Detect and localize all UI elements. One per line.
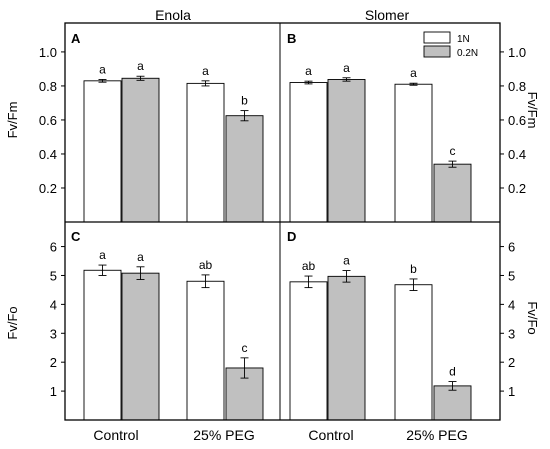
panel-a-significance-letter: a bbox=[137, 59, 144, 73]
panel-c-significance-letter: c bbox=[242, 341, 248, 355]
panel-d-significance-letter: a bbox=[343, 254, 350, 268]
y-axis-label-top-right: Fv/Fm bbox=[525, 92, 540, 129]
legend-swatch-1n bbox=[423, 31, 451, 44]
panel-a-ytick-label: 1.0 bbox=[39, 45, 57, 60]
panel-d-significance-letter: d bbox=[449, 365, 456, 379]
panel-d-ytick-label: 2 bbox=[508, 355, 515, 370]
panel-d-ytick-label: 4 bbox=[508, 297, 515, 312]
panel-b-ytick-label: 0.4 bbox=[508, 147, 526, 162]
panel-c-bar-1n bbox=[83, 269, 122, 421]
panel-d-significance-letter: ab bbox=[302, 259, 316, 273]
panel-b-significance-letter: a bbox=[305, 64, 312, 78]
panel-a-ytick-label: 0.4 bbox=[39, 147, 57, 162]
panel-b-significance-letter: a bbox=[410, 66, 417, 80]
x-label-peg-left: 25% PEG bbox=[193, 427, 254, 443]
x-label-control-right: Control bbox=[308, 427, 353, 443]
y-axis-label-bottom-right: Fv/Fo bbox=[525, 301, 540, 334]
panel-a-ytick-label: 0.8 bbox=[39, 79, 57, 94]
panel-d-ytick-label: 1 bbox=[508, 384, 515, 399]
panel-b-bar-1n bbox=[394, 83, 433, 223]
panel-b-ytick-label: 0.2 bbox=[508, 181, 526, 196]
panel-c-ytick-label: 2 bbox=[50, 355, 57, 370]
panel-c-ytick-label: 1 bbox=[50, 384, 57, 399]
panel-c-bar-1n bbox=[186, 280, 225, 421]
panel-a-significance-letter: b bbox=[241, 94, 248, 108]
legend-swatch-0-2n bbox=[423, 45, 451, 58]
x-label-peg-right: 25% PEG bbox=[406, 427, 467, 443]
panel-a-bar-0-2n bbox=[225, 115, 264, 223]
panel-d-significance-letter: b bbox=[410, 262, 417, 276]
panel-b-bar-0-2n bbox=[433, 163, 472, 223]
panel-d-bar-1n bbox=[394, 284, 433, 421]
panel-a-significance-letter: a bbox=[99, 62, 106, 76]
panel-d-ytick-label: 5 bbox=[508, 268, 515, 283]
x-label-control-left: Control bbox=[93, 427, 138, 443]
panel-c-significance-letter: ab bbox=[199, 258, 213, 272]
panel-c-bar-0-2n bbox=[121, 272, 160, 421]
panel-c-ytick-label: 6 bbox=[50, 240, 57, 255]
panel-c-significance-letter: a bbox=[99, 248, 106, 262]
panel-b-significance-letter: a bbox=[343, 61, 350, 75]
panel-label-d: D bbox=[287, 229, 296, 244]
panel-d-bar-0-2n bbox=[433, 385, 472, 421]
legend-label-1n: 1N bbox=[457, 34, 470, 45]
panel-a-significance-letter: a bbox=[202, 64, 209, 78]
panel-c-ytick-label: 5 bbox=[50, 268, 57, 283]
panel-b-bar-0-2n bbox=[327, 79, 366, 223]
panel-d-ytick-label: 3 bbox=[508, 326, 515, 341]
chart-marks: 0.20.40.60.81.0a a ab0.20.40.60.81.0a a ac12… bbox=[39, 45, 526, 421]
y-axis-label-top-left: Fv/Fm bbox=[5, 102, 20, 139]
panel-a-ytick-label: 0.6 bbox=[39, 113, 57, 128]
panel-b-ytick-label: 0.8 bbox=[508, 79, 526, 94]
panel-label-a: A bbox=[71, 31, 81, 46]
panel-c-bar-0-2n bbox=[225, 367, 264, 421]
panel-d-ytick-label: 6 bbox=[508, 240, 515, 255]
panel-a-bar-1n bbox=[83, 80, 122, 223]
panel-label-b: B bbox=[287, 31, 296, 46]
panel-a-bar-0-2n bbox=[121, 77, 160, 223]
legend-label-0-2n: 0.2N bbox=[457, 48, 478, 59]
panel-b-ytick-label: 1.0 bbox=[508, 45, 526, 60]
y-axis-label-bottom-left: Fv/Fo bbox=[5, 306, 20, 339]
panel-label-c: C bbox=[71, 229, 81, 244]
legend: 1N 0.2N bbox=[423, 31, 478, 59]
panel-c-ytick-label: 4 bbox=[50, 297, 57, 312]
panel-d-bar-1n bbox=[289, 281, 328, 421]
panel-b-bar-1n bbox=[289, 82, 328, 223]
column-title-enola: Enola bbox=[155, 7, 191, 23]
panel-c-ytick-label: 3 bbox=[50, 326, 57, 341]
panel-b-ytick-label: 0.6 bbox=[508, 113, 526, 128]
panel-c-significance-letter: a bbox=[137, 250, 144, 264]
panel-a-ytick-label: 0.2 bbox=[39, 181, 57, 196]
panel-d-bar-0-2n bbox=[327, 275, 366, 421]
panel-b-significance-letter: c bbox=[450, 144, 456, 158]
panel-a-bar-1n bbox=[186, 82, 225, 223]
column-title-slomer: Slomer bbox=[365, 7, 410, 23]
